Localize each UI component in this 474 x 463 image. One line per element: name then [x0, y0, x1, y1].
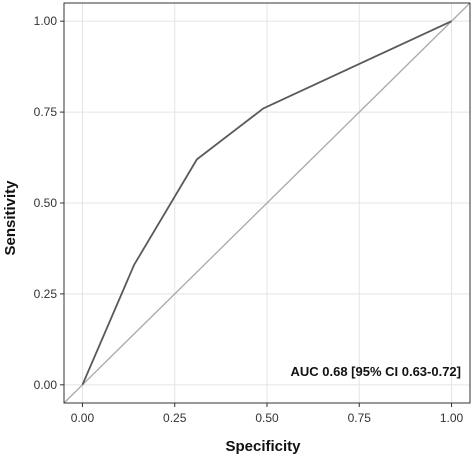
reference-diagonal-line	[63, 2, 471, 404]
x-tick-label-1: 0.25	[163, 411, 187, 425]
y-tick-label-3: 0.75	[34, 105, 58, 119]
auc-annotation: AUC 0.68 [95% CI 0.63-0.72]	[290, 364, 461, 379]
y-tick-label-2: 0.50	[34, 196, 58, 210]
x-tick-label-3: 0.75	[348, 411, 372, 425]
x-tick-label-4: 1.00	[440, 411, 464, 425]
roc-curve-line	[81, 20, 452, 386]
x-axis-ticks: 0.00 0.25 0.50 0.75 1.00	[71, 403, 464, 425]
x-tick-label-2: 0.50	[255, 411, 279, 425]
y-tick-label-0: 0.00	[34, 378, 58, 392]
y-tick-label-4: 1.00	[34, 14, 58, 28]
x-axis-title: Specificity	[225, 438, 301, 455]
y-axis-ticks: 0.00 0.25 0.50 0.75 1.00	[34, 14, 64, 392]
y-tick-label-1: 0.25	[34, 287, 58, 301]
roc-curve-layer	[81, 20, 452, 386]
reference-diagonal	[63, 2, 471, 404]
x-tick-label-0: 0.00	[71, 411, 95, 425]
y-axis-title: Sensitivity	[2, 180, 19, 256]
